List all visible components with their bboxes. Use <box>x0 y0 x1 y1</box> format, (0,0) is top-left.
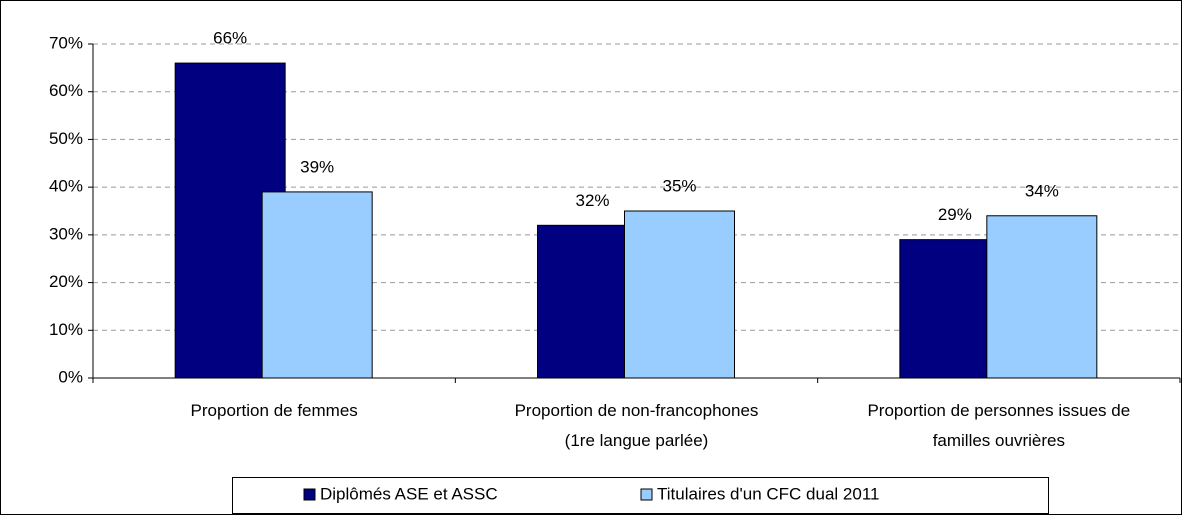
bar <box>261 191 373 379</box>
data-label: 29% <box>938 205 972 224</box>
x-tick-label: Proportion de personnes issues de famill… <box>867 401 1131 450</box>
y-tick-label: 50% <box>49 129 83 148</box>
legend-label: Titulaires d'un CFC dual 2011 <box>657 484 879 503</box>
legend-label: Diplômés ASE et ASSC <box>320 484 498 503</box>
data-label: 39% <box>300 157 334 176</box>
y-tick-label: 30% <box>49 224 83 243</box>
data-label: 32% <box>575 191 609 210</box>
y-tick-label: 10% <box>49 320 83 339</box>
legend-swatch <box>303 488 316 501</box>
bar <box>986 215 1098 379</box>
y-tick-label: 40% <box>49 177 83 196</box>
y-tick-label: 0% <box>58 367 83 386</box>
bar <box>624 210 735 379</box>
legend-swatch <box>640 488 653 501</box>
data-label: 35% <box>662 176 696 195</box>
y-tick-label: 20% <box>49 272 83 291</box>
x-tick-label: Proportion de femmes <box>190 401 358 420</box>
data-label: 66% <box>213 29 247 48</box>
y-tick-label: 70% <box>49 33 83 52</box>
x-tick-label: Proportion de non-francophones (1re lang… <box>514 401 759 450</box>
y-tick-label: 60% <box>49 81 83 100</box>
data-label: 34% <box>1025 181 1059 200</box>
